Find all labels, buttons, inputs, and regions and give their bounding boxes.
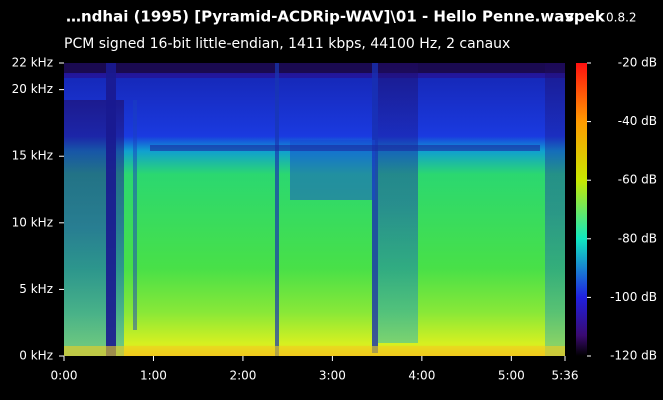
y-tick-label: 15 kHz <box>12 149 53 163</box>
y-tick-label: 5 kHz <box>19 282 53 296</box>
x-tick-label: 0:00 <box>51 369 78 383</box>
chart-title: …ndhai (1995) [Pyramid-ACDRip-WAV]\01 - … <box>66 8 574 26</box>
colorbar <box>576 63 587 356</box>
app-name: spek <box>565 8 606 26</box>
spectrogram <box>64 63 565 356</box>
y-tick-label: 0 kHz <box>19 349 53 363</box>
colorbar-tick-label: -80 dB <box>618 231 657 245</box>
x-tick-label: 5:00 <box>498 369 525 383</box>
colorbar-tick-label: -40 dB <box>618 114 657 128</box>
x-tick-label: 4:00 <box>408 369 435 383</box>
x-tick-label: 5:36 <box>552 369 579 383</box>
colorbar-tick-label: -100 dB <box>610 290 657 304</box>
colorbar-tick-label: -120 dB <box>610 349 657 363</box>
colorbar-tick-label: -60 dB <box>618 173 657 187</box>
colorbar-tick-label: -20 dB <box>618 56 657 70</box>
x-tick-label: 2:00 <box>229 369 256 383</box>
y-tick-label: 20 kHz <box>12 82 53 96</box>
y-tick-label: 10 kHz <box>12 215 53 229</box>
app-version: 0.8.2 <box>606 11 637 25</box>
y-tick-label: 22 kHz <box>12 56 53 70</box>
subtitle: PCM signed 16-bit little-endian, 1411 kb… <box>64 36 510 52</box>
x-tick-label: 1:00 <box>140 369 167 383</box>
x-tick-label: 3:00 <box>319 369 346 383</box>
